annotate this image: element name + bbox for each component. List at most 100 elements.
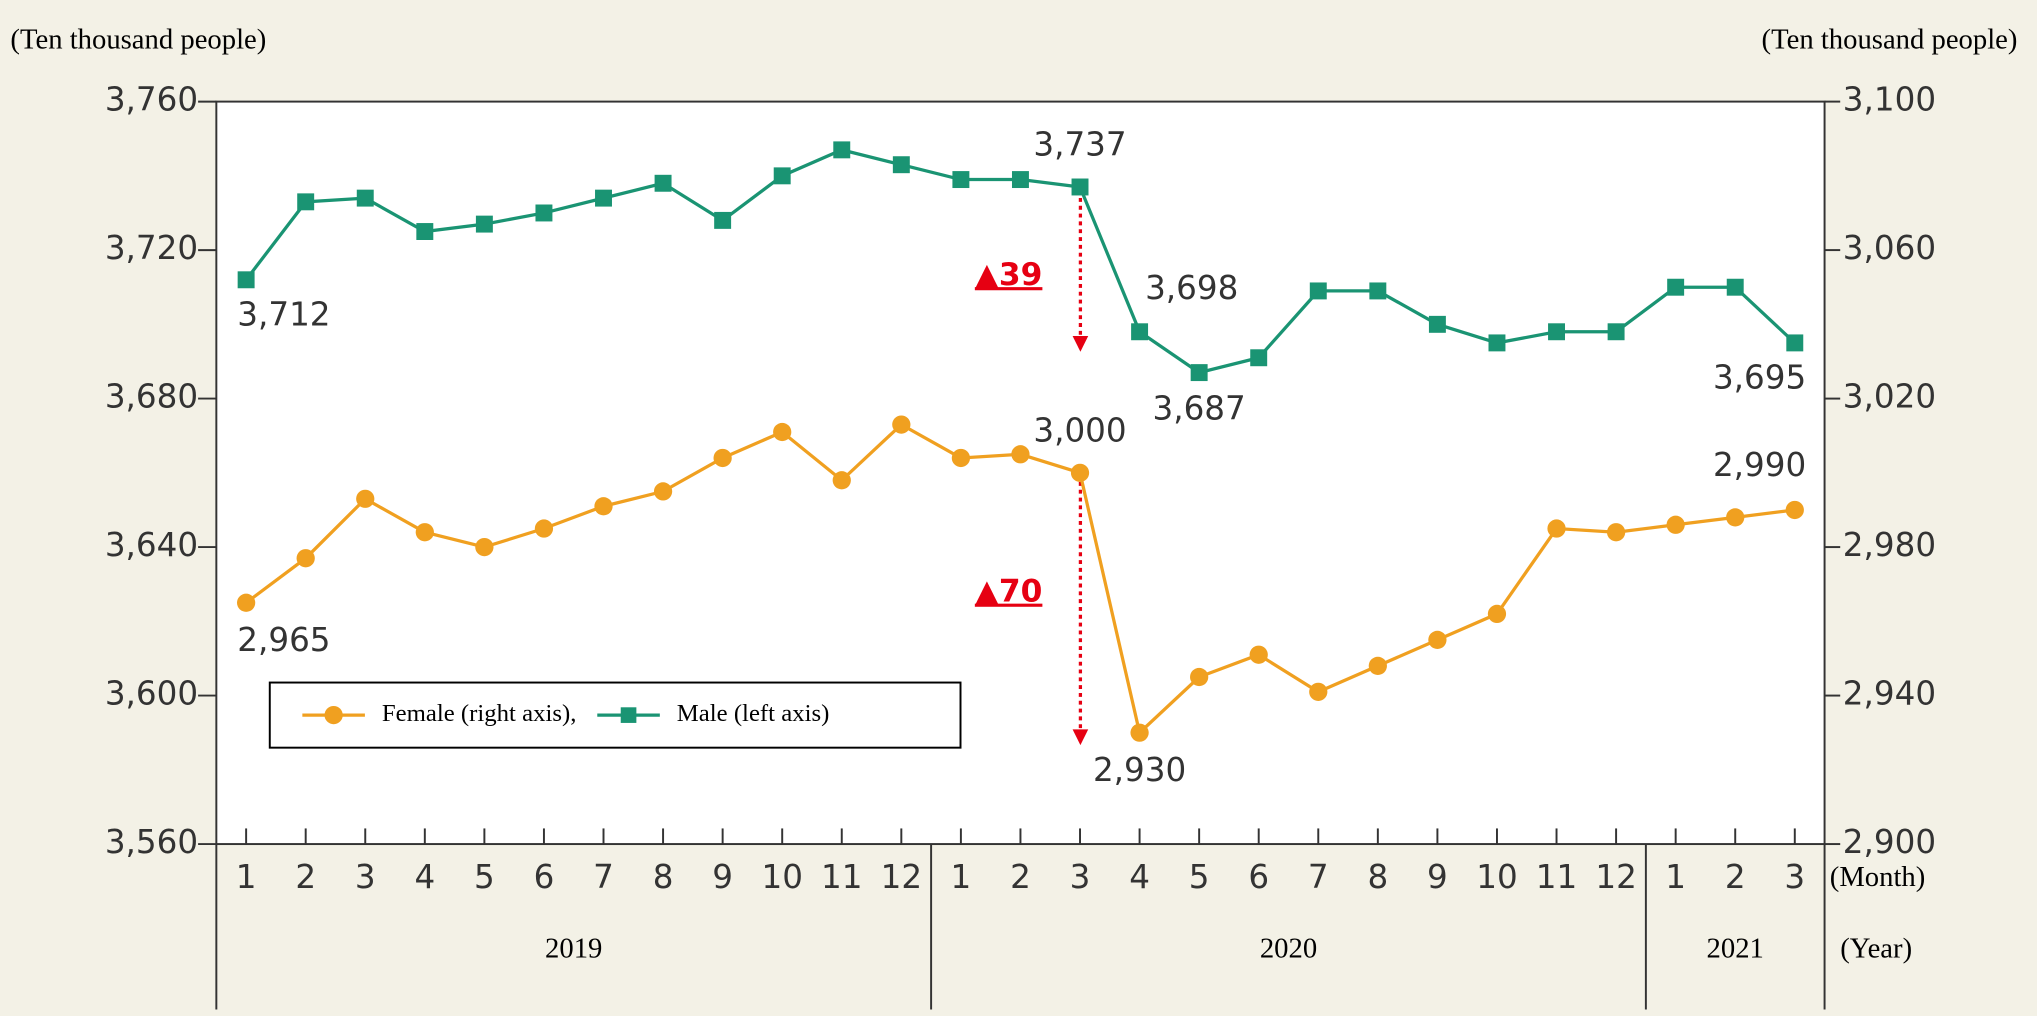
year-unit-label: (Year) — [1840, 932, 1912, 964]
legend-label: Female (right axis), — [382, 700, 577, 727]
x-tick-label: 1 — [951, 858, 972, 896]
x-tick-label: 3 — [1070, 858, 1091, 896]
point — [1071, 178, 1089, 196]
x-tick-label: 3 — [355, 858, 376, 896]
point — [415, 523, 434, 542]
point — [1369, 282, 1387, 300]
point — [1607, 323, 1625, 341]
x-tick-label: 12 — [881, 858, 922, 896]
y2-tick-label: 3,020 — [1843, 378, 1936, 416]
x-tick-label: 9 — [712, 858, 733, 896]
point — [773, 167, 791, 185]
point — [1428, 315, 1446, 333]
x-tick-label: 2 — [1725, 858, 1746, 896]
data-label: 3,687 — [1153, 389, 1246, 427]
y-tick-label: 3,600 — [105, 675, 198, 713]
data-label: 3,712 — [237, 295, 330, 333]
point — [1368, 656, 1387, 675]
x-tick-label: 2 — [1010, 858, 1031, 896]
point — [1428, 630, 1447, 650]
point — [714, 211, 732, 229]
point — [833, 141, 851, 159]
point — [1309, 682, 1328, 701]
point — [1131, 323, 1149, 341]
y-tick-label: 3,640 — [105, 526, 198, 564]
point — [1785, 500, 1804, 520]
point — [653, 482, 673, 501]
point — [297, 193, 315, 211]
x-tick-label: 11 — [821, 858, 862, 896]
point — [416, 223, 434, 240]
data-label: 3,000 — [1033, 411, 1126, 449]
point — [237, 593, 256, 612]
y2-unit-label: (Ten thousand people) — [1762, 23, 2018, 55]
point — [1309, 282, 1327, 300]
point — [1726, 508, 1745, 527]
y-tick-label: 3,560 — [105, 823, 198, 861]
legend-marker — [324, 705, 343, 725]
y-tick-label: 3,720 — [105, 229, 198, 267]
point — [1011, 171, 1029, 189]
point — [535, 204, 553, 222]
point — [475, 215, 493, 233]
y2-tick-label: 3,060 — [1843, 229, 1936, 267]
point — [1190, 364, 1208, 382]
data-label: 3,698 — [1145, 269, 1238, 307]
data-label: 2,930 — [1093, 751, 1186, 789]
point — [1606, 523, 1626, 542]
annotation: ▲70 — [975, 574, 1043, 610]
data-label: 2,990 — [1713, 446, 1806, 484]
point — [237, 271, 255, 289]
point — [654, 174, 672, 192]
x-tick-label: 6 — [1248, 858, 1269, 896]
point — [1011, 445, 1030, 464]
year-label: 2020 — [1260, 932, 1317, 964]
point — [951, 448, 971, 468]
point — [595, 189, 612, 207]
point — [356, 489, 375, 508]
legend-marker — [620, 707, 637, 723]
point — [534, 519, 554, 538]
point — [1250, 349, 1268, 367]
x-tick-label: 1 — [1665, 858, 1686, 896]
x-tick-label: 11 — [1536, 858, 1577, 896]
y-unit-label: (Ten thousand people) — [10, 23, 266, 55]
x-tick-label: 8 — [653, 858, 674, 896]
annotation: ▲39 — [975, 257, 1043, 293]
point — [1488, 334, 1506, 352]
arrow-head — [1072, 336, 1089, 352]
arrow-head — [1072, 729, 1089, 746]
x-tick-label: 4 — [1129, 858, 1150, 896]
y2-tick-label: 2,940 — [1843, 675, 1936, 713]
x-tick-label: 9 — [1427, 858, 1448, 896]
point — [594, 497, 613, 516]
x-tick-label: 3 — [1784, 858, 1805, 896]
y-tick-label: 3,760 — [105, 81, 198, 119]
x-tick-label: 6 — [534, 858, 555, 896]
point — [1666, 515, 1685, 534]
y2-tick-label: 2,900 — [1843, 823, 1936, 861]
point — [773, 422, 792, 442]
point — [1726, 278, 1744, 296]
point — [952, 171, 970, 189]
x-tick-label: 1 — [236, 858, 257, 896]
point — [475, 537, 494, 557]
y2-tick-label: 2,980 — [1843, 526, 1936, 564]
point — [1070, 463, 1090, 482]
y-tick-label: 3,680 — [105, 378, 198, 416]
x-tick-label: 4 — [414, 858, 435, 896]
point — [1786, 334, 1804, 352]
point — [1249, 645, 1268, 664]
x-tick-label: 10 — [761, 858, 802, 896]
x-tick-label: 5 — [474, 858, 495, 896]
point — [1190, 667, 1209, 687]
data-label: 3,737 — [1033, 126, 1126, 164]
point — [892, 415, 911, 434]
point — [296, 549, 315, 568]
data-label: 3,695 — [1713, 358, 1806, 396]
y2-tick-label: 3,100 — [1843, 81, 1936, 119]
data-label: 2,965 — [237, 621, 330, 659]
x-tick-label: 12 — [1595, 858, 1636, 896]
point — [832, 471, 851, 490]
